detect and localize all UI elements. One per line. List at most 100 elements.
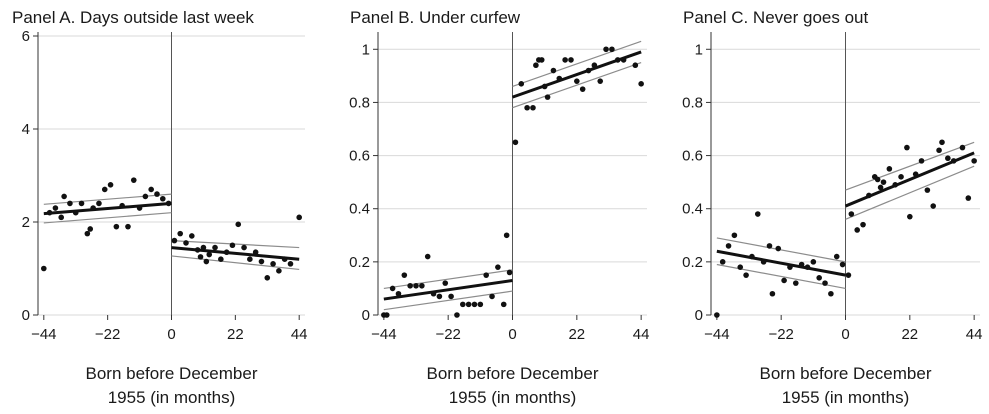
data-point xyxy=(781,277,787,284)
data-point xyxy=(276,268,282,274)
data-point xyxy=(177,230,184,237)
panel-title: Panel A. Days outside last week xyxy=(12,8,254,27)
data-point xyxy=(854,227,860,233)
data-point xyxy=(203,258,210,265)
data-point xyxy=(918,158,925,164)
data-point xyxy=(58,214,65,221)
y-tick-label: 6 xyxy=(22,28,30,45)
data-point xyxy=(442,280,449,286)
x-tick-label: 0 xyxy=(508,326,516,343)
data-point xyxy=(880,179,887,185)
data-point xyxy=(579,86,586,92)
y-tick-label: 0.4 xyxy=(349,201,370,218)
data-point xyxy=(459,301,466,308)
data-point xyxy=(714,312,720,318)
data-point xyxy=(229,242,236,249)
panel-title: Panel B. Under curfew xyxy=(350,8,521,27)
data-point xyxy=(810,259,817,265)
ci-upper-line xyxy=(845,141,975,191)
data-point xyxy=(264,275,271,281)
data-point xyxy=(950,158,957,164)
data-point xyxy=(197,254,204,260)
data-point xyxy=(754,211,761,217)
y-tick-label: 0.6 xyxy=(349,148,370,165)
data-point xyxy=(252,249,259,256)
data-point xyxy=(828,290,834,297)
data-point xyxy=(136,205,143,211)
x-tick-label: 44 xyxy=(966,326,983,343)
data-point xyxy=(165,200,172,207)
data-point xyxy=(787,264,793,270)
y-tick-label: 1 xyxy=(695,41,703,58)
data-point xyxy=(247,256,253,263)
y-tick-label: 2 xyxy=(22,214,30,231)
x-tick-label: −44 xyxy=(31,326,56,343)
data-point xyxy=(61,193,67,200)
data-point xyxy=(760,259,767,265)
x-axis-label-line-1: Born before December xyxy=(760,364,932,383)
data-point xyxy=(898,174,904,180)
panel-c: Panel C. Never goes out 0 0.2 0.4 0.6 0.8 1 −44… xyxy=(682,8,982,407)
data-point xyxy=(489,293,495,300)
data-point xyxy=(90,205,96,211)
x-axis-label-line-2: 1955 (in months) xyxy=(782,388,910,407)
data-point xyxy=(503,232,510,239)
data-point xyxy=(465,301,472,308)
data-point xyxy=(892,182,899,188)
data-point xyxy=(530,104,536,111)
data-point xyxy=(816,275,822,281)
data-point xyxy=(603,46,609,53)
x-axis-label-line-2: 1955 (in months) xyxy=(108,388,236,407)
data-point xyxy=(125,223,131,230)
ci-upper-line xyxy=(171,240,300,249)
y-tick-label: 0.4 xyxy=(682,201,703,218)
panel-b: Panel B. Under curfew 0 0.2 0.4 0.6 0.8 1 −44 −2… xyxy=(349,8,649,407)
data-point xyxy=(218,256,224,263)
data-point xyxy=(632,62,639,69)
data-point xyxy=(874,176,881,183)
data-point xyxy=(845,272,852,278)
data-point xyxy=(860,221,866,228)
data-point xyxy=(904,144,910,151)
data-point xyxy=(804,264,811,270)
x-tick-label: 22 xyxy=(901,326,918,343)
x-tick-label: 0 xyxy=(167,326,175,343)
ci-upper-line xyxy=(383,269,513,290)
data-point xyxy=(939,139,945,146)
data-point xyxy=(749,253,755,260)
data-point xyxy=(574,78,580,84)
data-point xyxy=(41,265,47,272)
data-point xyxy=(119,202,125,209)
data-point xyxy=(389,285,396,292)
data-point xyxy=(833,253,840,260)
ci-lower-line xyxy=(845,165,975,220)
data-point xyxy=(609,46,615,53)
data-point xyxy=(907,213,913,220)
data-point xyxy=(296,214,302,221)
x-axis-label-line-1: Born before December xyxy=(427,364,599,383)
data-point xyxy=(454,312,460,318)
data-point xyxy=(495,264,501,270)
y-tick-label: 1 xyxy=(362,41,370,58)
fit-line xyxy=(43,201,172,216)
data-point xyxy=(87,226,94,232)
x-tick-label: 22 xyxy=(568,326,585,343)
data-point xyxy=(159,195,166,202)
data-point xyxy=(556,75,563,82)
data-point xyxy=(430,290,437,297)
ci-lower-line xyxy=(43,212,172,224)
y-tick-label: 0 xyxy=(22,307,30,324)
data-point xyxy=(200,244,207,251)
data-point xyxy=(544,94,551,100)
data-point xyxy=(424,253,431,260)
data-point xyxy=(148,186,154,193)
data-point xyxy=(235,221,242,228)
y-tick-label: 0 xyxy=(362,307,370,324)
x-tick-label: 44 xyxy=(633,326,650,343)
data-point xyxy=(541,83,548,90)
data-point xyxy=(568,57,574,63)
data-point xyxy=(189,233,195,239)
data-point xyxy=(533,62,539,69)
